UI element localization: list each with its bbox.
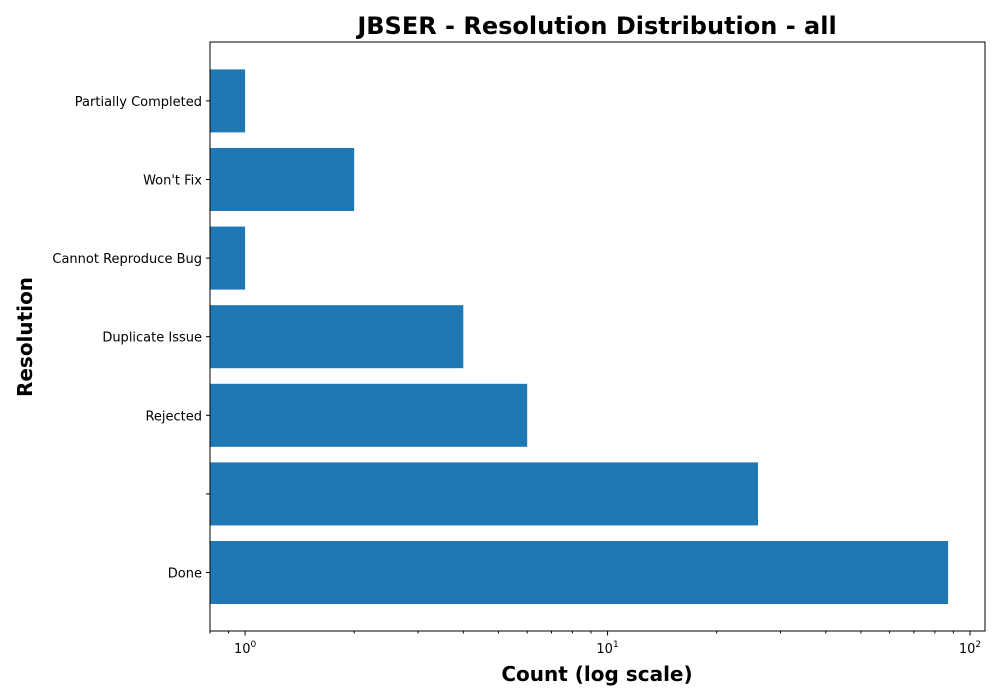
- y-tick-label: Partially Completed: [75, 95, 202, 110]
- bar: [210, 462, 758, 526]
- y-tick-label: Cannot Reproduce Bug: [52, 252, 202, 267]
- bars-layer: [210, 69, 949, 604]
- chart-title: JBSER - Resolution Distribution - all: [355, 12, 836, 40]
- bar: [210, 541, 949, 604]
- y-axis-title: Resolution: [13, 277, 37, 397]
- y-tick-label: Won't Fix: [143, 174, 202, 189]
- y-tick-label: Duplicate Issue: [102, 331, 202, 346]
- x-ticks: 100 101 102: [209, 631, 981, 657]
- x-axis-title: Count (log scale): [501, 662, 692, 686]
- bar: [210, 305, 464, 369]
- bar: [210, 148, 355, 211]
- x-tick-label: 100: [234, 640, 257, 657]
- bar: [210, 69, 246, 133]
- bar: [210, 383, 528, 447]
- bar: [210, 226, 246, 290]
- x-tick-label: 102: [959, 640, 981, 657]
- y-ticks: Done Rejected Duplicate Issue Cannot Reprod…: [52, 95, 210, 582]
- x-tick-label: 101: [596, 640, 618, 657]
- y-tick-label: Done: [168, 567, 202, 582]
- y-tick-label: Rejected: [145, 409, 202, 424]
